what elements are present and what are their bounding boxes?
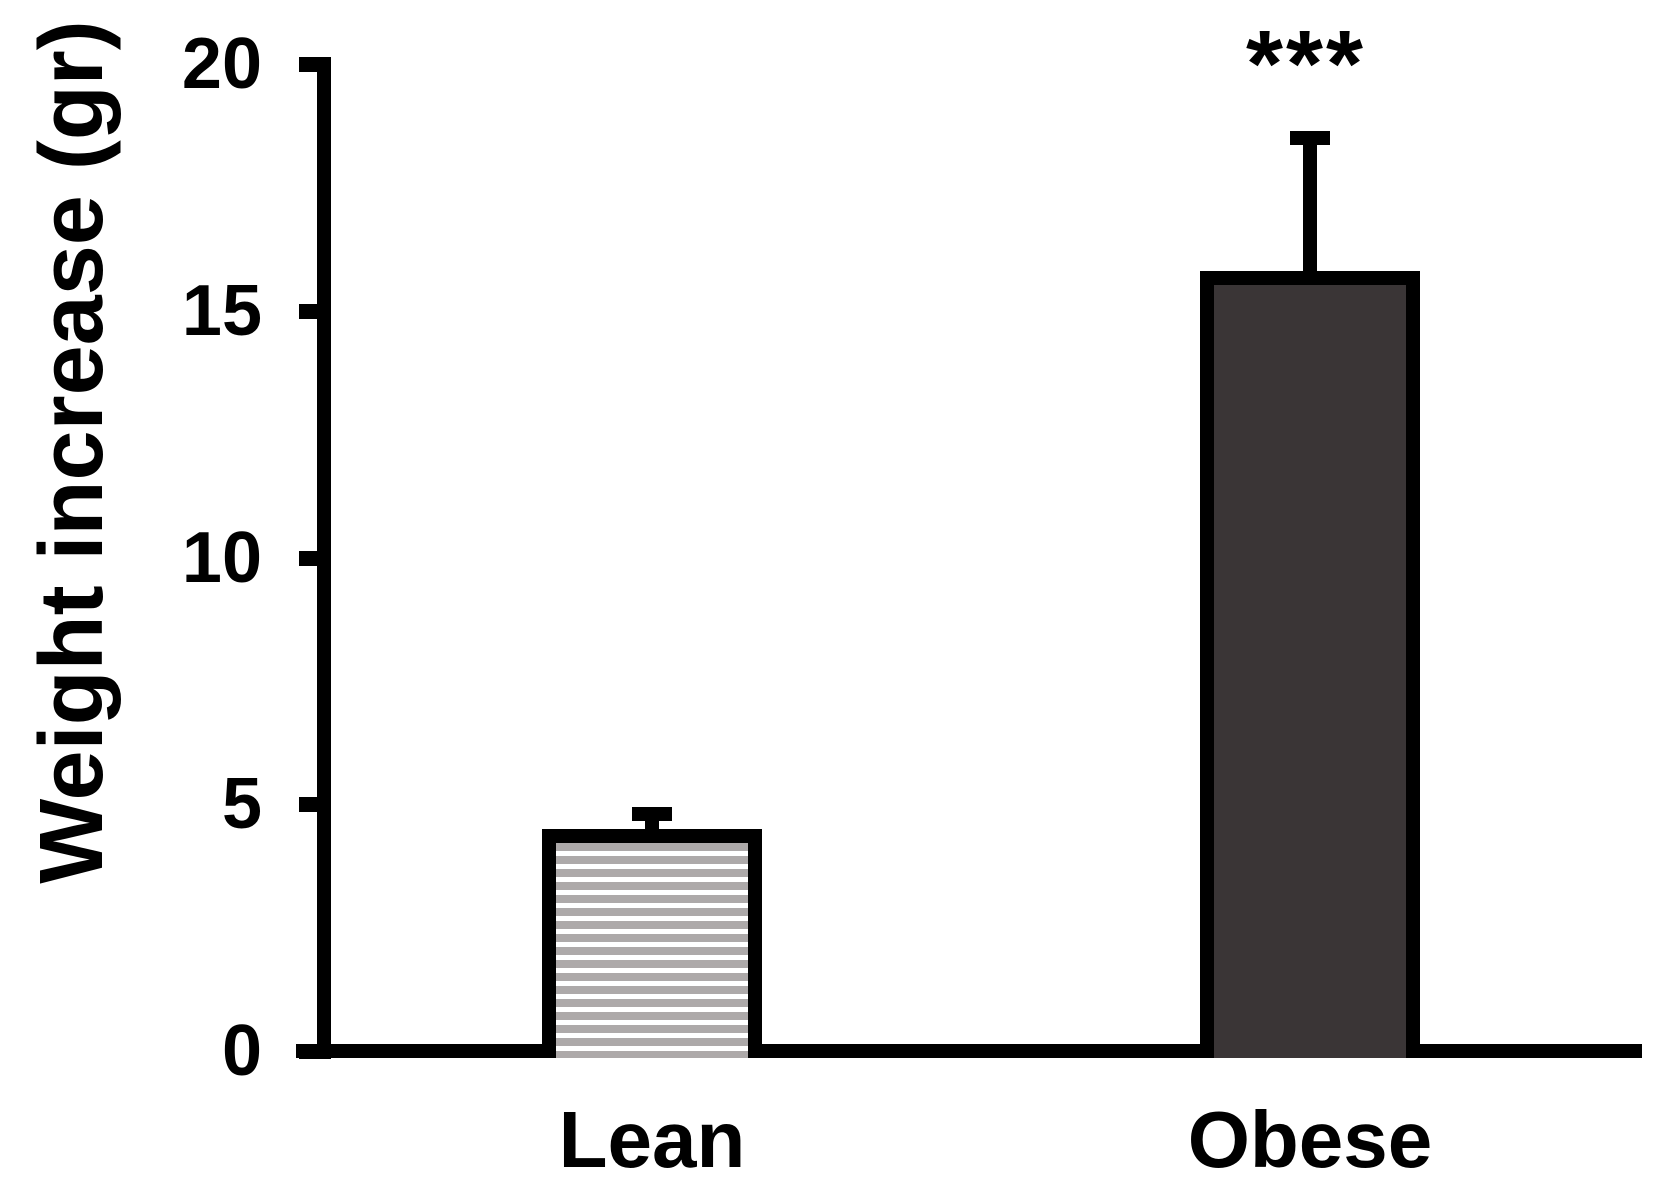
y-tick-label-10: 10 [181, 518, 262, 598]
y-tick-15 [299, 304, 331, 319]
y-tick-0 [299, 1044, 331, 1059]
significance-stars-annotation: *** [1246, 11, 1366, 117]
y-tick-10 [299, 551, 331, 566]
error-bar-cap-lean [632, 807, 672, 821]
y-tick-label-20: 20 [181, 24, 262, 104]
x-category-label-obese: Obese [1187, 1095, 1433, 1184]
y-axis-title-text: Weight increase (gr) [22, 20, 122, 884]
error-bar-cap-obese [1290, 131, 1330, 145]
bar-lean [542, 829, 762, 1058]
bar-obese [1200, 271, 1420, 1058]
y-axis-title: Weight increase (gr) [17, 0, 127, 1002]
error-bar-stem-obese [1303, 138, 1317, 291]
y-tick-label-5: 5 [221, 764, 262, 844]
x-axis-baseline [296, 1044, 1642, 1058]
y-tick-20 [299, 57, 331, 72]
y-tick-5 [299, 797, 331, 812]
y-tick-label-0: 0 [221, 1011, 262, 1091]
y-tick-label-15: 15 [181, 271, 262, 351]
x-category-label-lean: Lean [558, 1095, 746, 1184]
